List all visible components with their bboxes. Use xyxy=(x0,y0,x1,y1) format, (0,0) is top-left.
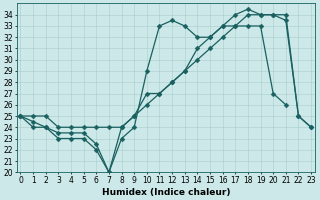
X-axis label: Humidex (Indice chaleur): Humidex (Indice chaleur) xyxy=(101,188,230,197)
